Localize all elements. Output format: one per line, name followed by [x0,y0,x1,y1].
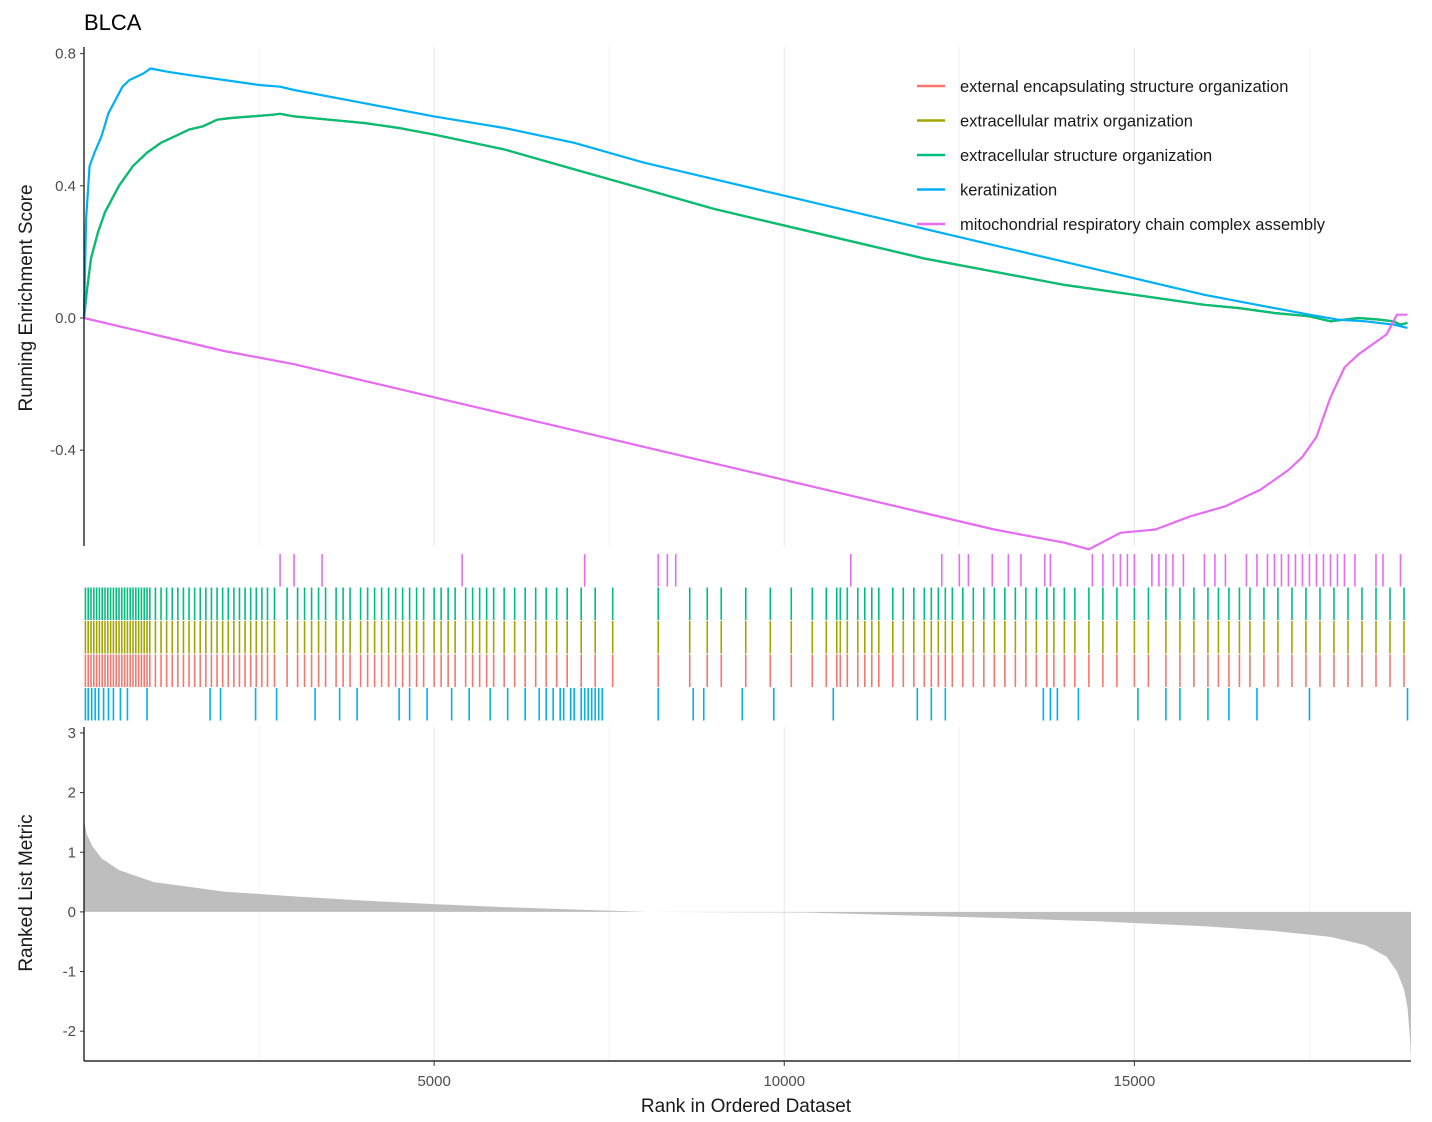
y-tick-label: 1 [68,844,76,861]
hit-row-external-encapsulating-structure-organization [84,654,1405,687]
enrichment-grid [258,47,1311,546]
hit-row-mitochondrial-respiratory-chain-complex-assembly [279,554,1402,587]
x-axis-title: Rank in Ordered Dataset [641,1096,852,1117]
es-line-extracellular-structure-organization [82,112,1408,326]
y-tick-label: 2 [68,785,76,802]
chart-title: BLCA [84,10,142,35]
y-tick-label: -2 [63,1023,76,1040]
y-tick-label: -1 [63,964,76,981]
gene-hits-panel [84,554,1409,721]
ranked-metric-panel: -2 -1 0 1 2 3 5000 10000 15000 Ranked List Metr… [16,725,1411,1117]
y-tick-label: 0 [68,904,76,921]
legend-item-extracellular-matrix-organization: extracellular matrix organization [917,113,1193,131]
x-axis-ticks: 5000 10000 15000 [417,1061,1155,1090]
enrichment-y-axis-title: Running Enrichment Score [16,184,37,411]
metric-y-ticks: -2 -1 0 1 2 3 [63,725,84,1040]
hit-row-extracellular-structure-organization [84,587,1405,620]
legend-item-external-encapsulating-structure-organization: external encapsulating structure organiz… [917,78,1288,96]
y-tick-label: 0.0 [55,310,76,327]
y-tick-label: 0.8 [55,46,76,63]
legend: external encapsulating structure organiz… [917,78,1326,234]
ranked-metric-area [84,819,1411,1058]
legend-item-mitochondrial-respiratory-chain-complex-assembly: mitochondrial respiratory chain complex … [917,216,1326,234]
hit-row-extracellular-matrix-organization [84,621,1405,654]
legend-label: extracellular matrix organization [960,113,1193,131]
y-tick-label: 0.4 [55,178,76,195]
es-line-mitochondrial-respiratory-chain-complex-assembly [83,313,1408,551]
x-tick-label: 5000 [417,1073,450,1090]
legend-label: keratinization [960,182,1057,200]
metric-y-axis-title: Ranked List Metric [16,814,37,971]
legend-label: extracellular structure organization [960,147,1212,165]
y-tick-label: 3 [68,725,76,742]
enrichment-y-ticks: -0.4 0.0 0.4 0.8 [50,46,84,459]
x-tick-label: 10000 [763,1073,805,1090]
legend-label: mitochondrial respiratory chain complex … [960,216,1326,234]
hit-row-keratinization [84,688,1409,721]
enrichment-lines [82,67,1408,551]
legend-item-extracellular-structure-organization: extracellular structure organization [917,147,1212,165]
legend-label: external encapsulating structure organiz… [960,78,1288,96]
es-line-keratinization [82,67,1408,329]
y-tick-label: -0.4 [50,442,76,459]
legend-item-keratinization: keratinization [917,182,1057,200]
x-tick-label: 15000 [1114,1073,1156,1090]
enrichment-score-panel: -0.4 0.0 0.4 0.8 Running Enrichment Score [16,46,1408,551]
metric-grid [258,727,1311,1061]
